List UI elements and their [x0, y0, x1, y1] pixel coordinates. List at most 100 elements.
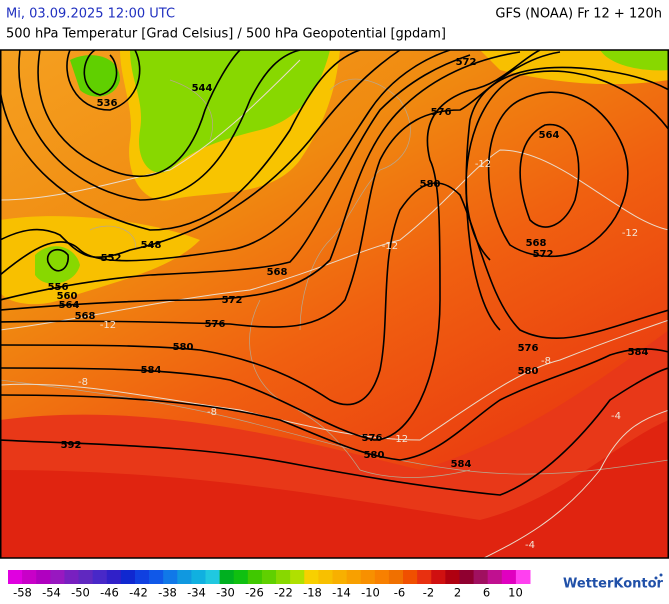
- colorbar-swatch: [8, 570, 23, 584]
- coastline: [89, 225, 136, 251]
- contour: [519, 123, 580, 228]
- isotherms: [1, 59, 668, 558]
- geopotential-label: 568: [526, 238, 547, 249]
- colorbar-swatch: [487, 570, 503, 584]
- contour: [1, 54, 471, 301]
- cold-area: [130, 50, 330, 173]
- temperature-label: -12: [392, 434, 408, 445]
- geopotential-label: 576: [431, 107, 452, 118]
- colorbar-tick-label: -46: [100, 586, 119, 600]
- colorbar-swatch: [346, 570, 362, 584]
- temperature-label: -12: [382, 241, 398, 252]
- geopotential-label: 548: [141, 240, 162, 251]
- contour: [37, 50, 241, 178]
- geopotential-label: 580: [364, 450, 385, 461]
- colorbar-swatch: [431, 570, 446, 584]
- contour: [1, 51, 561, 328]
- colorbar-swatch: [501, 570, 517, 584]
- colorbar-swatch: [403, 570, 418, 584]
- colorbar-swatch: [261, 570, 277, 584]
- colorbar-swatch: [191, 570, 207, 584]
- contour: [1, 50, 451, 276]
- isotherm: [1, 319, 668, 441]
- colorbar-tick-label: -2: [423, 586, 434, 600]
- colorbar-tick-label: -50: [71, 586, 90, 600]
- logo: WetterKontor: [563, 577, 664, 592]
- colorbar-swatch: [22, 570, 37, 584]
- geopotential-label: 580: [173, 342, 194, 353]
- subtitle: 500 hPa Temperatur [Grad Celsius] / 500 …: [6, 27, 446, 42]
- temperature-label: -4: [525, 540, 535, 551]
- contour: [1, 50, 401, 258]
- cold-area: [70, 55, 120, 97]
- colorbar-tick-label: 6: [483, 586, 490, 600]
- geopotential-label: 568: [75, 311, 96, 322]
- contour: [1, 367, 668, 496]
- contour-labels: 5445365485525565605645685725765805845925…: [48, 57, 649, 551]
- warm-area: [1, 420, 668, 558]
- colorbar-swatch: [92, 570, 108, 584]
- contour: [1, 348, 668, 461]
- temperature-label: -8: [78, 377, 88, 388]
- colorbar-tick-label: -30: [216, 586, 235, 600]
- contour: [1, 51, 521, 311]
- colorbar-swatch: [290, 570, 305, 584]
- contour: [66, 50, 141, 111]
- colorbar: -58 -54 -50 -46 -42 -38 -34 -30 -26 -22 -18 -14 -10-…: [8, 570, 531, 600]
- geopotential-label: 564: [59, 300, 80, 311]
- colorbar-swatch: [360, 570, 376, 584]
- geopotential-label: 576: [518, 343, 539, 354]
- colorbar-tick-label: -54: [42, 586, 61, 600]
- datetime: Mi, 03.09.2025 12:00 UTC: [6, 7, 175, 22]
- contour: [83, 50, 118, 96]
- colorbar-tick-label: -14: [332, 586, 351, 600]
- temperature-label: -4: [611, 411, 621, 422]
- colorbar-tick-label: -18: [303, 586, 322, 600]
- geopotential-label: 580: [420, 179, 441, 190]
- geopotential-label: 556: [48, 282, 69, 293]
- colorbar-swatch: [445, 570, 460, 584]
- cold-area: [600, 50, 668, 71]
- colorbar-tick-label: -22: [274, 586, 293, 600]
- geopotential-label: 572: [456, 57, 477, 68]
- geopotential-label: 576: [205, 319, 226, 330]
- colorbar-tick-label: -34: [187, 586, 206, 600]
- model: GFS (NOAA) Fr 12 + 120h: [495, 7, 662, 22]
- colorbar-swatch: [78, 570, 94, 584]
- colorbar-swatch: [374, 570, 390, 584]
- geopotential-label: 584: [141, 365, 162, 376]
- geopotential-label: 584: [451, 459, 472, 470]
- contour: [46, 248, 69, 272]
- colorbar-tick-label: -10: [361, 586, 380, 600]
- colorbar-tick-label: -38: [158, 586, 177, 600]
- contour: [1, 50, 541, 441]
- colorbar-tick-label: -26: [245, 586, 264, 600]
- geopotential-label: 580: [518, 366, 539, 377]
- colorbar-swatch: [205, 570, 221, 584]
- geopotential-label: 572: [533, 249, 554, 260]
- colorbar-swatch: [36, 570, 51, 584]
- temperature-label: -12: [100, 320, 116, 331]
- temperature-label: -12: [475, 159, 491, 170]
- colorbar-swatch: [459, 570, 475, 584]
- contour: [1, 182, 668, 406]
- geopotential-label: 572: [222, 295, 243, 306]
- coastline: [169, 79, 213, 141]
- colorbar-swatch: [50, 570, 65, 584]
- colorbar-swatch: [388, 570, 404, 584]
- colorbar-tick-label: -6: [394, 586, 405, 600]
- contour: [465, 70, 668, 261]
- colorbar-swatch: [417, 570, 432, 584]
- geopotential-label: 536: [97, 98, 118, 109]
- colorbar-swatch: [304, 570, 319, 584]
- isotherm: [1, 149, 668, 331]
- contour: [18, 50, 301, 201]
- colorbar-swatch: [276, 570, 291, 584]
- geopotential-label: 576: [362, 433, 383, 444]
- geopotential-label: 592: [61, 440, 82, 451]
- geopotential-label: 568: [267, 267, 288, 278]
- isotherm: [1, 59, 301, 201]
- temperature-label: -8: [541, 356, 551, 367]
- colorbar-swatch: [120, 570, 136, 584]
